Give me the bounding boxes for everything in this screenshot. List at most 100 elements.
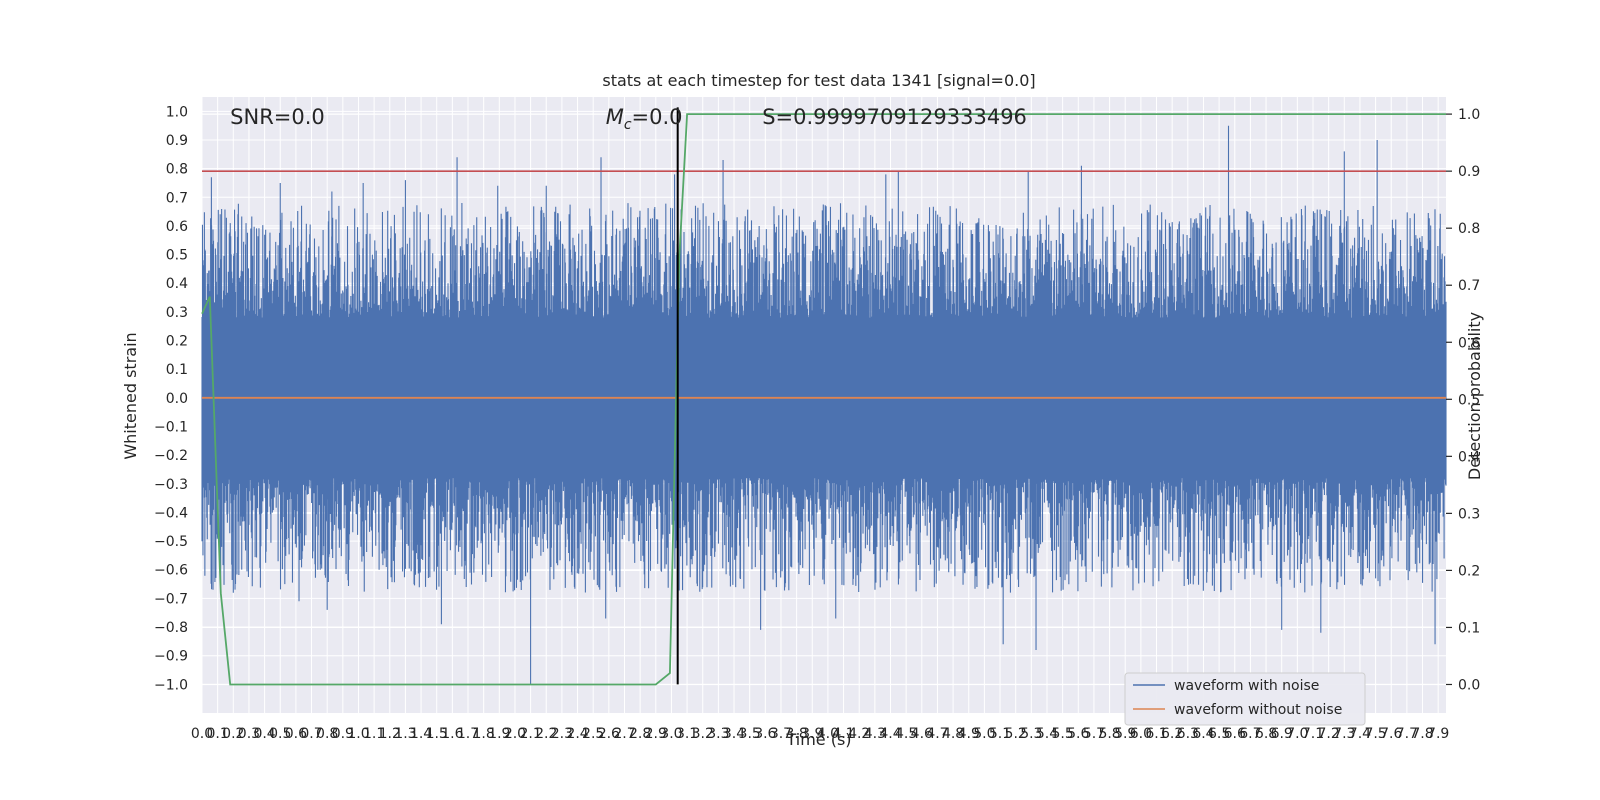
x-tick-label: 1.5 (426, 726, 448, 742)
x-tick-label: 1.8 (473, 726, 495, 742)
x-tick-label: 1.6 (441, 726, 463, 742)
y-right-tick-label: 0.0 (1458, 677, 1480, 693)
x-tick-label: 2.2 (535, 726, 557, 742)
x-tick-label: 7.7 (1396, 726, 1418, 742)
y-tick-label: 0.2 (166, 334, 188, 350)
x-tick-label: 1.1 (363, 726, 385, 742)
x-tick-label: 4.6 (911, 726, 933, 742)
x-tick-label: 5.8 (1098, 726, 1120, 742)
x-tick-label: 5.5 (1051, 726, 1073, 742)
y-tick-label: 0.4 (166, 276, 188, 292)
y-tick-label: 0.8 (166, 162, 188, 178)
x-tick-label: 7.4 (1349, 726, 1371, 742)
x-tick-label: 4.5 (895, 726, 917, 742)
x-tick-label: 5.0 (973, 726, 995, 742)
x-tick-label: 6.2 (1161, 726, 1183, 742)
x-tick-label: 0.0 (191, 726, 213, 742)
x-tick-label: 2.5 (582, 726, 604, 742)
x-tick-label: 7.0 (1286, 726, 1308, 742)
x-tick-label: 2.4 (566, 726, 588, 742)
x-tick-label: 3.5 (739, 726, 761, 742)
x-tick-label: 3.7 (770, 726, 792, 742)
y-tick-label: −0.2 (154, 448, 188, 464)
x-tick-label: 2.0 (504, 726, 526, 742)
x-tick-label: 0.9 (332, 726, 354, 742)
x-tick-label: 3.3 (707, 726, 729, 742)
legend: waveform with noise waveform without noi… (1124, 672, 1366, 726)
x-tick-label: 3.2 (692, 726, 714, 742)
x-tick-label: 4.9 (958, 726, 980, 742)
noisy-waveform-path (201, 125, 1447, 685)
x-tick-label: 4.3 (864, 726, 886, 742)
x-tick-label: 6.4 (1192, 726, 1214, 742)
x-tick-label: 0.1 (207, 726, 229, 742)
x-tick-label: 7.8 (1411, 726, 1433, 742)
y-tick-label: 0.0 (166, 391, 188, 407)
left-y-ticks: −1.0 −0.9 −0.8 −0.7 −0.6 −0.5 −0.4 −0.3 −0.2 −0.1… (154, 104, 188, 693)
x-tick-label: 4.0 (817, 726, 839, 742)
x-tick-label: 7.9 (1427, 726, 1449, 742)
x-tick-label: 3.6 (754, 726, 776, 742)
x-tick-label: 5.9 (1114, 726, 1136, 742)
x-tick-label: 3.9 (801, 726, 823, 742)
x-tick-label: 4.2 (848, 726, 870, 742)
x-tick-label: 1.9 (488, 726, 510, 742)
y-right-tick-label: 0.6 (1458, 335, 1480, 351)
x-tick-label: 5.6 (1067, 726, 1089, 742)
x-tick-label: 0.5 (269, 726, 291, 742)
y-tick-label: −0.9 (154, 649, 188, 665)
x-tick-label: 6.8 (1255, 726, 1277, 742)
x-tick-label: 5.4 (1036, 726, 1058, 742)
y-tick-label: −1.0 (154, 677, 188, 693)
y-tick-label: −0.3 (154, 477, 188, 493)
x-tick-label: 6.9 (1271, 726, 1293, 742)
x-tick-label: 3.1 (676, 726, 698, 742)
y-right-tick-label: 0.1 (1458, 620, 1480, 636)
y-tick-label: 0.1 (166, 362, 188, 378)
y-tick-label: −0.4 (154, 505, 188, 521)
y-tick-label: −0.8 (154, 620, 188, 636)
y-right-tick-label: 0.4 (1458, 449, 1480, 465)
legend-label-clean: waveform without noise (1174, 702, 1342, 718)
x-tick-label: 3.8 (785, 726, 807, 742)
y-right-tick-label: 0.8 (1458, 221, 1480, 237)
x-tick-label: 2.1 (519, 726, 541, 742)
x-tick-label: 2.9 (645, 726, 667, 742)
y-tick-label: −0.7 (154, 591, 188, 607)
x-tick-label: 0.2 (222, 726, 244, 742)
x-tick-label: 4.7 (926, 726, 948, 742)
chirp-mass-symbol: M (606, 105, 624, 129)
y-axis-label: Whitened strain (121, 332, 140, 459)
x-tick-label: 2.6 (598, 726, 620, 742)
right-y-ticks: 0.0 0.1 0.2 0.3 0.4 0.5 0.6 0.7 0.8 0.9 1.0 (1446, 107, 1480, 693)
y-right-tick-label: 1.0 (1458, 107, 1480, 123)
x-tick-label: 2.8 (629, 726, 651, 742)
x-tick-label: 7.1 (1302, 726, 1324, 742)
y-tick-label: −0.5 (154, 534, 188, 550)
y-right-tick-label: 0.5 (1458, 392, 1480, 408)
x-tick-label: 5.3 (1020, 726, 1042, 742)
x-axis-label: Time (s) (785, 730, 851, 749)
x-tick-label: 0.4 (253, 726, 275, 742)
chirp-mass-value: =0.0 (632, 105, 683, 129)
x-tick-label: 0.6 (285, 726, 307, 742)
y-tick-label: 0.7 (166, 190, 188, 206)
x-tick-label: 6.3 (1177, 726, 1199, 742)
x-tick-label: 0.8 (316, 726, 338, 742)
x-tick-label: 7.6 (1380, 726, 1402, 742)
x-ticks: 0.00.10.20.30.40.50.60.70.80.91.01.11.21… (191, 726, 1449, 742)
x-tick-label: 1.2 (379, 726, 401, 742)
legend-box (1124, 672, 1366, 726)
x-tick-label: 1.4 (410, 726, 432, 742)
chart-title: stats at each timestep for test data 134… (602, 71, 1035, 90)
y-tick-label: −0.1 (154, 419, 188, 435)
x-tick-label: 3.4 (723, 726, 745, 742)
x-tick-label: 1.0 (347, 726, 369, 742)
score-annotation: S=0.9999709129333496 (762, 105, 1027, 129)
x-tick-label: 7.3 (1333, 726, 1355, 742)
y-tick-label: 0.5 (166, 248, 188, 264)
x-tick-label: 7.5 (1364, 726, 1386, 742)
x-tick-label: 2.3 (551, 726, 573, 742)
x-tick-label: 1.3 (394, 726, 416, 742)
